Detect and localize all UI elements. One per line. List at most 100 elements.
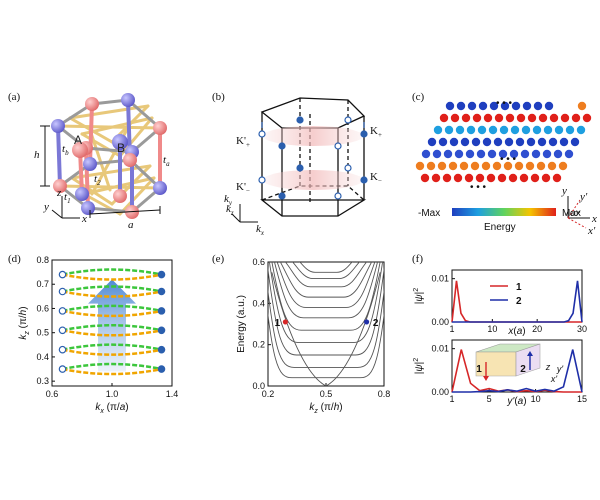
mode-dot	[467, 101, 477, 111]
panel-c-label: (c)	[412, 91, 425, 103]
mode-dot	[541, 173, 551, 183]
f-top-xlabel: x(a)	[507, 326, 525, 337]
mode-dot	[503, 161, 513, 171]
weyl-filled-point	[157, 307, 166, 315]
marker-2-label: 2	[373, 318, 379, 329]
mode-dot	[449, 137, 459, 147]
mode-dot	[542, 149, 552, 159]
bulk-band	[268, 266, 384, 356]
plot-d-xtick-label: 1.0	[106, 389, 119, 399]
plot-e-xlabel: kz (π/h)	[309, 402, 342, 415]
weyl-open-point	[58, 270, 67, 279]
mode-dot	[450, 113, 460, 123]
brillouin-zone	[260, 97, 367, 217]
site-b-label: B	[117, 141, 125, 155]
mode-dot	[420, 173, 430, 183]
f-bottom-ytick-label: 0.01	[431, 344, 449, 354]
mode-dot	[438, 137, 448, 147]
bulk-band	[276, 262, 376, 308]
marker-2-point	[364, 319, 370, 325]
axes-c-rotated	[567, 199, 587, 229]
plot-d-ytick-label: 0.7	[36, 279, 49, 289]
mode-dot	[497, 173, 507, 183]
mode-dot	[460, 137, 470, 147]
mode-dot	[456, 101, 466, 111]
band-orange	[62, 273, 162, 281]
cbar-min: -Max	[418, 208, 440, 219]
inset-axis-yp: y'	[556, 364, 564, 374]
mode-dot	[565, 125, 575, 135]
inset-axis-xp: x'	[550, 374, 558, 384]
f-top-series-2	[452, 280, 583, 323]
weyl-filled-point	[157, 365, 166, 373]
weyl-points	[258, 116, 368, 200]
mode-dot	[500, 101, 510, 111]
band-green	[62, 324, 162, 332]
edge-state	[325, 272, 381, 386]
plot-d-ytick-label: 0.3	[36, 376, 49, 386]
mode-dot	[443, 149, 453, 159]
plot-d-ylabel: kz (π/h)	[18, 306, 31, 339]
height-label: h	[34, 149, 40, 161]
mode-dot	[515, 137, 525, 147]
mode-dot	[454, 149, 464, 159]
height-bracket	[40, 125, 50, 187]
mode-dot	[519, 173, 529, 183]
mode-dot	[459, 161, 469, 171]
f-bottom-xtick-label: 15	[577, 394, 587, 404]
axis-kz-b: kz	[226, 203, 234, 217]
f-bottom-ytick-label: 0.00	[431, 387, 449, 397]
mode-dot	[499, 125, 509, 135]
weyl-open-point	[58, 307, 67, 315]
kp-plus-label: K'+	[236, 135, 250, 149]
band-lines	[268, 262, 384, 386]
axes-b	[231, 204, 258, 223]
mode-dot	[477, 125, 487, 135]
f-bottom-xlabel: y'(a)	[506, 396, 526, 407]
mode-dot	[471, 137, 481, 147]
inset-arrow-1-head	[483, 376, 489, 381]
mode-dot	[532, 125, 542, 135]
f-bottom-xtick-label: 1	[449, 394, 454, 404]
band-green	[62, 268, 162, 276]
band-orange	[62, 309, 162, 318]
band-green	[62, 343, 162, 351]
panel-a-label: (a)	[8, 91, 21, 103]
plot-e-ytick-label: 0.6	[252, 257, 265, 267]
axis-z-a: z	[56, 187, 62, 199]
marker-1-label: 1	[275, 318, 281, 329]
mode-dot	[442, 173, 452, 183]
k-minus-label: K−	[370, 171, 382, 185]
bulk-band	[268, 312, 384, 379]
f-bottom-series-2	[452, 349, 583, 393]
plane-upper	[263, 126, 363, 146]
cbar-title: Energy	[484, 222, 516, 233]
mode-dot	[553, 149, 563, 159]
plot-d-ytick-label: 0.5	[36, 328, 49, 338]
mode-dot	[492, 161, 502, 171]
weyl-filled-point	[157, 345, 166, 354]
f-bottom-ylabel: |ψ|2	[413, 358, 425, 375]
mode-dot	[571, 113, 581, 123]
mode-dot	[489, 101, 499, 111]
mode-dot	[426, 161, 436, 171]
mode-dot	[520, 149, 530, 159]
panel-a: (a)	[8, 91, 170, 231]
mode-dot	[475, 173, 485, 183]
mode-dot	[483, 113, 493, 123]
slab-front	[475, 351, 517, 377]
mode-dot	[521, 125, 531, 135]
band-orange	[62, 290, 162, 298]
bulk-band	[268, 262, 384, 344]
mode-dot	[548, 137, 558, 147]
bulk-band	[284, 262, 368, 288]
axis-xp-c: x'	[587, 225, 596, 237]
k-plus-label: K+	[370, 125, 382, 139]
plane-lower	[263, 170, 363, 190]
inset-slab	[475, 343, 541, 381]
inset-axis-z: z	[545, 362, 551, 372]
panel-f: (f) 1 10 20 300.000.01|ψ|2x(a)121 5 10 150.000…	[412, 253, 587, 407]
inset-arrow-2-head	[527, 351, 533, 356]
panel-d-label: (d)	[8, 253, 21, 265]
mode-dot	[432, 149, 442, 159]
